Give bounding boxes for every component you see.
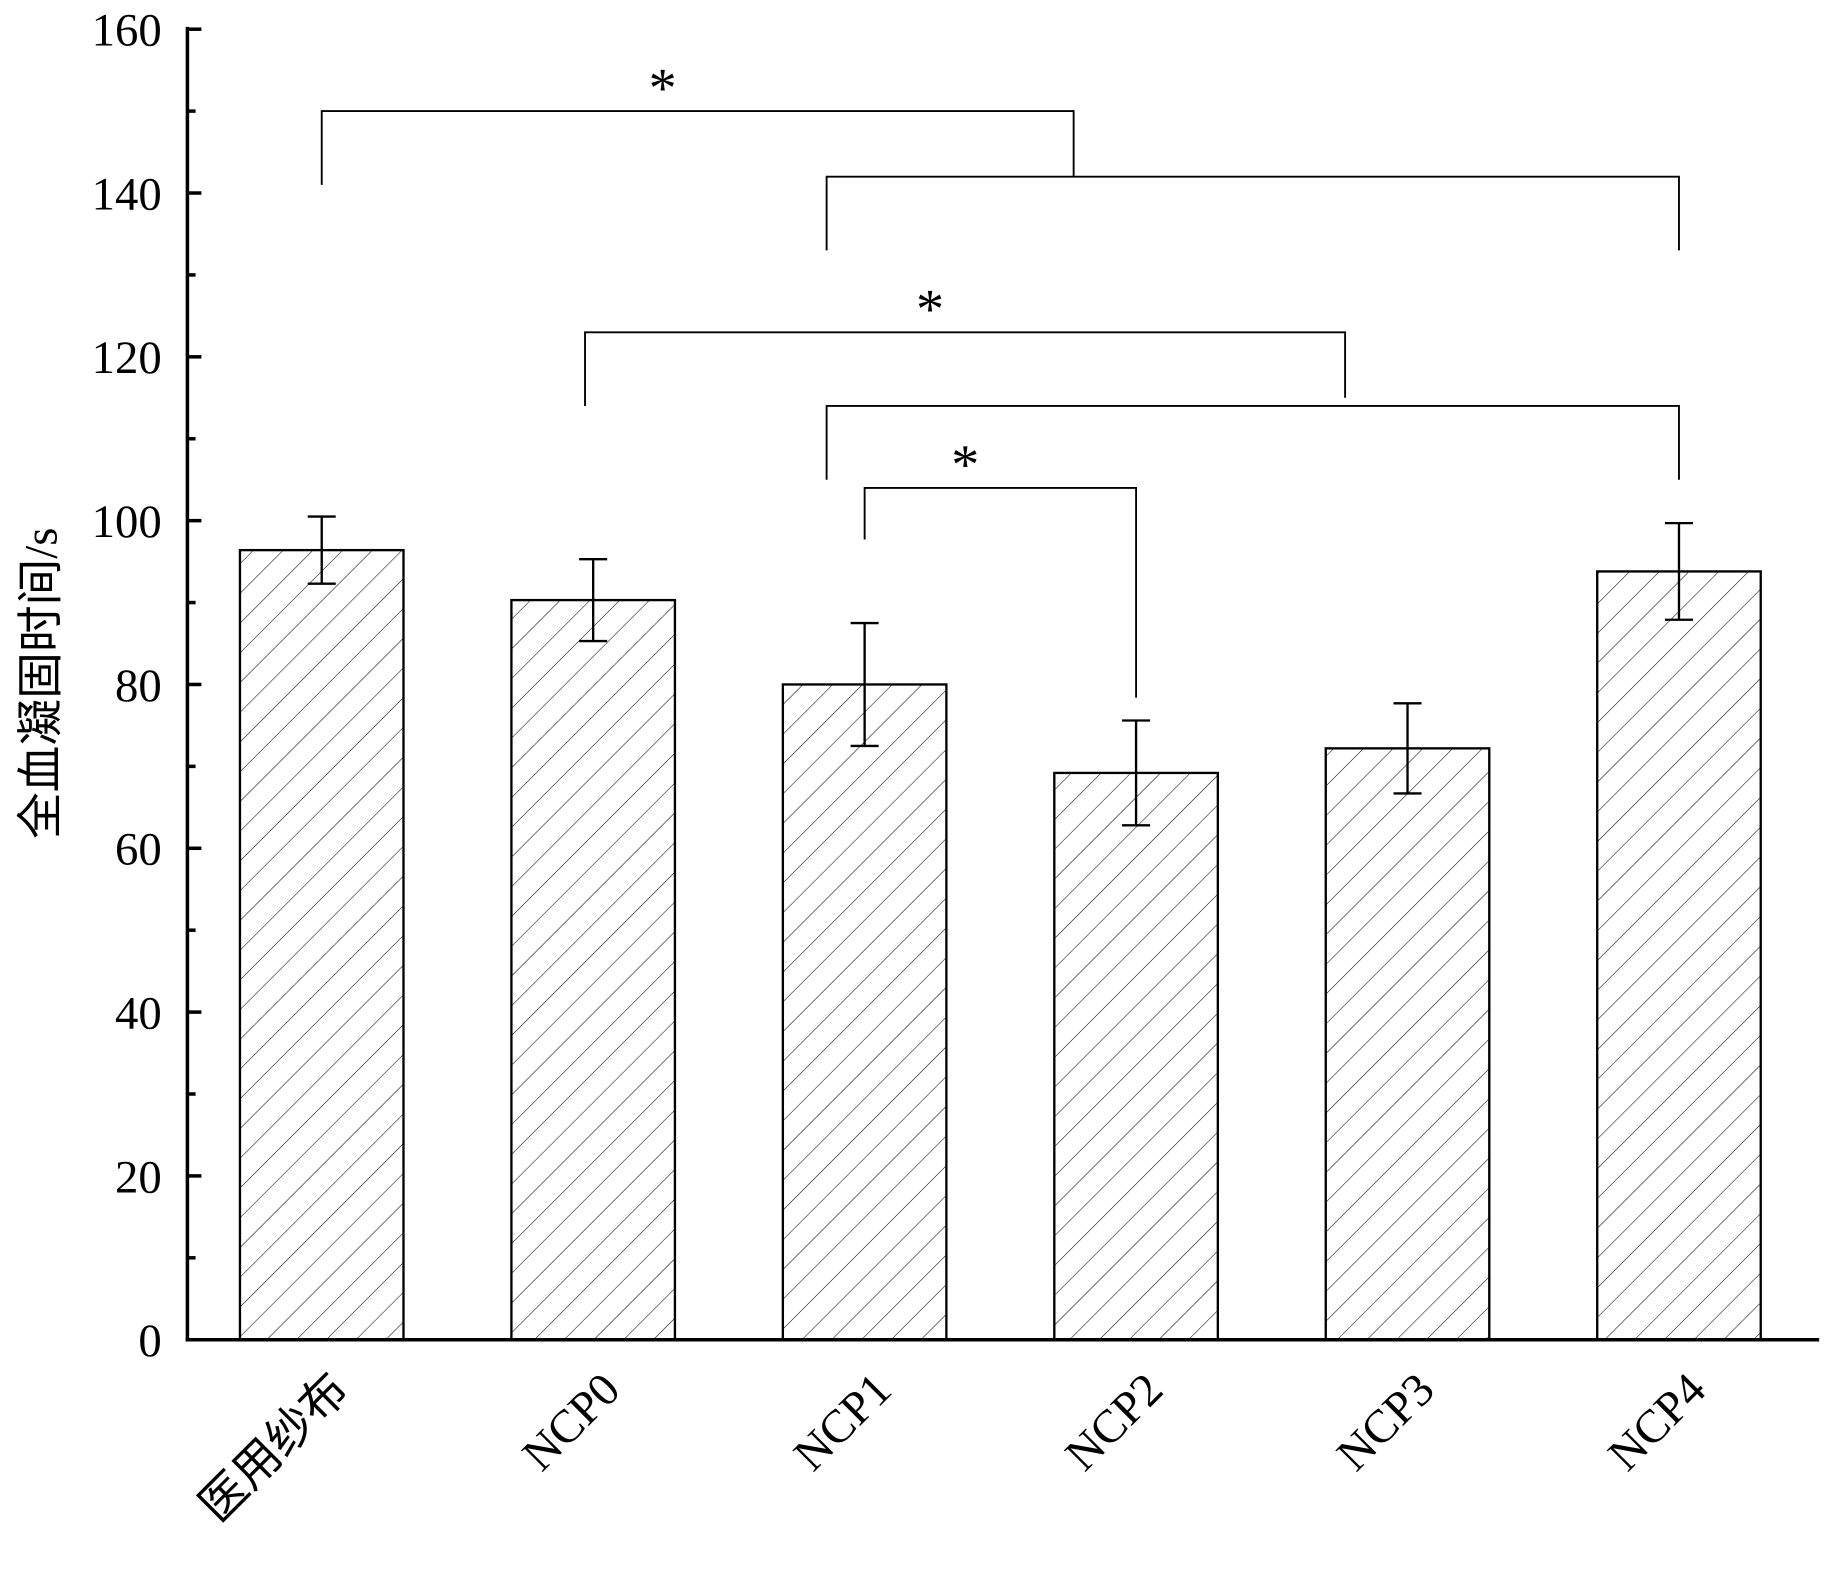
bar <box>238 548 405 1341</box>
significance-star: * <box>649 57 677 119</box>
bars-group <box>238 548 1762 1341</box>
significance-bracket <box>825 405 1680 480</box>
y-tick-label: 80 <box>115 660 162 712</box>
bar <box>1053 771 1220 1341</box>
y-tick-label: 100 <box>92 496 162 548</box>
bar <box>1596 570 1762 1341</box>
error-bars-group <box>307 515 1693 827</box>
y-tick-label: 120 <box>92 332 162 384</box>
y-axis-label: 全血凝固时间/s <box>16 528 68 839</box>
significance-brackets: * * * <box>320 57 1680 698</box>
x-tick-label: NCP2 <box>1055 1363 1173 1481</box>
significance-bracket <box>320 110 1075 185</box>
y-tick-label: 40 <box>115 987 162 1039</box>
significance-bracket <box>584 331 1347 406</box>
significance-star: * <box>951 434 979 496</box>
x-tick-label: NCP4 <box>1598 1363 1716 1481</box>
significance-star: * <box>916 279 944 341</box>
y-tick-label: 140 <box>92 168 162 220</box>
y-tick-label: 20 <box>115 1151 162 1203</box>
bar <box>781 683 948 1341</box>
bar <box>510 598 677 1341</box>
x-tick-label: NCP3 <box>1327 1363 1445 1481</box>
significance-bracket <box>825 175 1680 251</box>
bar <box>1324 747 1491 1341</box>
x-tick-label: 医用纱布 <box>190 1363 359 1532</box>
y-tick-label: 0 <box>138 1315 161 1367</box>
x-tick-label: NCP1 <box>784 1363 902 1481</box>
x-tick-label: NCP0 <box>513 1363 631 1481</box>
y-tick-label: 160 <box>92 5 162 57</box>
significance-bracket <box>863 486 1138 698</box>
y-tick-label: 60 <box>115 824 162 876</box>
